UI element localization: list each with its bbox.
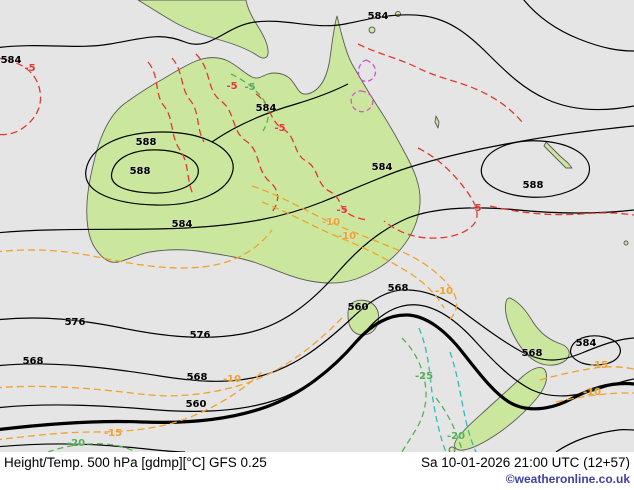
height-contour-bottom-left — [0, 443, 186, 452]
small-island-vanuatu — [434, 115, 440, 129]
magenta-contour — [350, 90, 374, 113]
temp-contours-minus5 — [0, 43, 634, 239]
height-contour-584-north-arc — [211, 83, 349, 143]
height-contour-576 — [0, 207, 634, 338]
red-contour — [383, 147, 478, 239]
copyright-link[interactable]: ©weatheronline.co.uk — [505, 472, 630, 486]
green-contour — [435, 397, 464, 452]
footer-main-row: Height/Temp. 500 hPa [gdmp][°C] GFS 0.25… — [4, 454, 630, 471]
new-caledonia-island — [543, 141, 573, 169]
height-contour-588-newcaledonia — [480, 140, 590, 198]
temp-contours-minus20-25 — [47, 73, 464, 452]
cyan-contour — [449, 351, 477, 452]
cyan-contour — [418, 327, 447, 452]
datetime-label: Sa 10-01-2026 21:00 UTC (12+57) — [420, 455, 630, 470]
green-contour — [230, 73, 269, 132]
temp-contours-minus10-15 — [0, 185, 634, 441]
weather-map-canvas — [0, 0, 634, 452]
magenta-contour — [357, 59, 377, 83]
red-contour — [147, 61, 195, 197]
new-guinea-landmass — [137, 0, 269, 59]
height-contour-588-outer — [85, 131, 234, 206]
magenta-contours — [350, 59, 377, 113]
height-contour-568 — [0, 289, 634, 382]
stewart-island — [448, 446, 456, 452]
height-contour-584-top — [0, 14, 634, 111]
orange-contour — [539, 366, 634, 381]
footer-bar: Height/Temp. 500 hPa [gdmp][°C] GFS 0.25… — [0, 452, 634, 490]
weather-map: 584 584 584 588 588 584 588 584 568 560 576 576 568 5… — [0, 0, 634, 452]
small-island-east — [623, 240, 629, 246]
height-contour-thick-jet — [0, 313, 634, 432]
new-zealand-north-island — [504, 297, 570, 366]
red-contour — [0, 58, 42, 136]
product-label: Height/Temp. 500 hPa [gdmp][°C] GFS 0.25 — [4, 455, 267, 470]
height-contours — [0, 0, 634, 452]
height-contour-560 — [0, 304, 634, 413]
red-contour — [195, 53, 279, 213]
height-contour-bottom-right — [555, 428, 634, 452]
new-zealand-south-island — [454, 367, 548, 451]
red-contour — [489, 205, 634, 216]
red-contour — [255, 93, 369, 221]
red-contour — [357, 43, 523, 123]
orange-contour — [0, 371, 263, 441]
green-contour — [401, 337, 427, 452]
orange-contour — [251, 185, 458, 323]
height-contour-584-loop-east — [569, 335, 621, 366]
cyan-contours — [418, 327, 477, 452]
red-contour — [171, 57, 205, 143]
height-contour-top-right — [523, 0, 634, 52]
green-contour — [47, 443, 137, 452]
height-contour-588-inner — [111, 149, 199, 194]
copyright-row: ©weatheronline.co.uk — [4, 471, 630, 487]
orange-contour — [0, 317, 343, 397]
small-island-coral-sea — [368, 26, 376, 34]
